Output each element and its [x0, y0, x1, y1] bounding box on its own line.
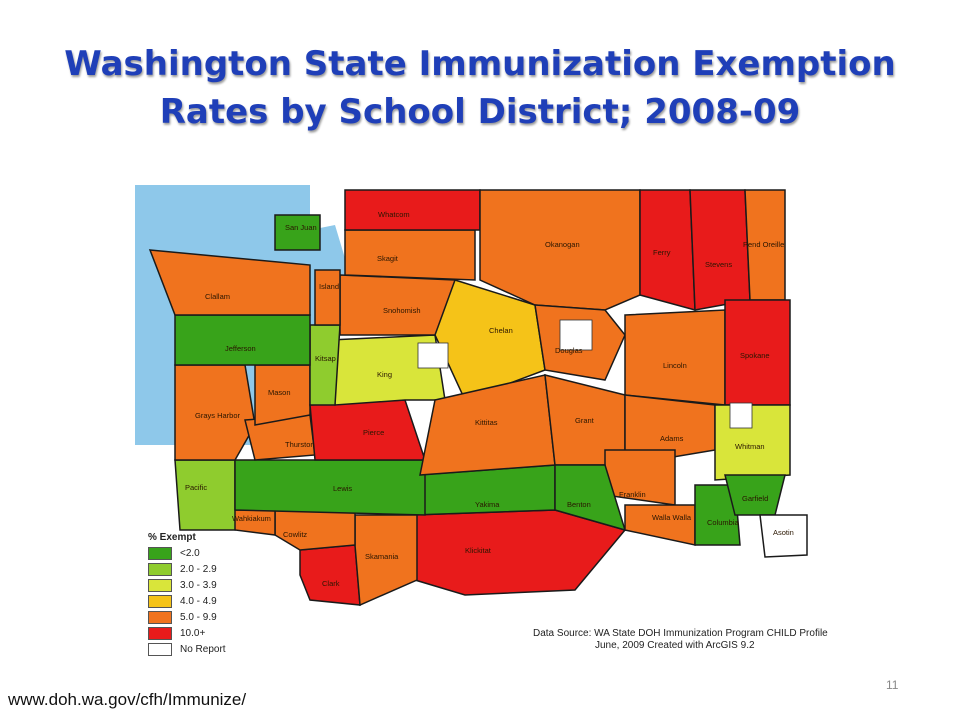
county-label: Pacific [185, 483, 207, 492]
washington-map: San Juan Whatcom Okanogan Ferry Stevens … [135, 185, 808, 607]
county-klickitat [412, 509, 627, 596]
county-whatcom [344, 189, 481, 231]
legend-item: 4.0 - 4.9 [148, 595, 268, 608]
no-report-district [729, 402, 753, 429]
map-legend: % Exempt <2.0 2.0 - 2.9 3.0 - 3.9 4.0 - … [148, 532, 268, 659]
county-label: San Juan [285, 223, 317, 232]
county-lincoln [624, 309, 726, 406]
county-label: Ferry [653, 248, 671, 257]
county-clark [299, 544, 361, 606]
county-label: Kitsap [315, 354, 336, 363]
legend-label: No Report [180, 644, 226, 655]
county-label: Whitman [735, 442, 765, 451]
county-label: Franklin [619, 490, 646, 499]
county-label: Kittitas [475, 418, 498, 427]
county-label: Spokane [740, 351, 770, 360]
legend-swatch [148, 611, 172, 624]
county-label: Cowlitz [283, 530, 307, 539]
county-kitsap [309, 324, 341, 406]
legend-title: % Exempt [148, 532, 196, 543]
county-label: Mason [268, 388, 291, 397]
legend-item: 5.0 - 9.9 [148, 611, 268, 624]
county-label: Lewis [333, 484, 352, 493]
legend-label: 4.0 - 4.9 [180, 596, 217, 607]
county-label: Okanogan [545, 240, 580, 249]
county-label: Lincoln [663, 361, 687, 370]
slide-title: Washington State Immunization Exemption … [20, 40, 940, 136]
county-label: Klickitat [465, 546, 492, 555]
source-line-1: Data Source: WA State DOH Immunization P… [533, 628, 828, 639]
county-label: Asotin [773, 528, 794, 537]
footer-url: www.doh.wa.gov/cfh/Immunize/ [8, 690, 247, 709]
legend-swatch [148, 547, 172, 560]
county-jefferson [174, 314, 311, 366]
title-line-1: Washington State Immunization Exemption [64, 44, 896, 84]
county-label: Whatcom [378, 210, 410, 219]
county-label: Adams [660, 434, 684, 443]
county-label: Clark [322, 579, 340, 588]
source-line-2: June, 2009 Created with ArcGIS 9.2 [595, 640, 755, 651]
county-label: Island [319, 282, 339, 291]
county-lewis [234, 459, 426, 516]
legend-label: <2.0 [180, 548, 200, 559]
county-label: Pend Oreille [743, 240, 784, 249]
county-clallam [148, 249, 311, 316]
legend-label: 10.0+ [180, 628, 206, 639]
legend-label: 5.0 - 9.9 [180, 612, 217, 623]
county-okanogan [479, 189, 641, 311]
county-walla-walla [624, 504, 696, 546]
county-label: Grant [575, 416, 595, 425]
legend-item: <2.0 [148, 547, 268, 560]
county-label: Yakima [475, 500, 500, 509]
data-source-note: Data Source: WA State DOH Immunization P… [533, 628, 828, 652]
legend-swatch [148, 563, 172, 576]
county-label: Benton [567, 500, 591, 509]
county-label: Pierce [363, 428, 384, 437]
legend-swatch [148, 627, 172, 640]
county-label: Grays Harbor [195, 411, 241, 420]
legend-item: No Report [148, 643, 268, 656]
county-label: Thurston [285, 440, 315, 449]
title-line-2: Rates by School District; 2008-09 [159, 92, 801, 132]
legend-swatch [148, 579, 172, 592]
county-label: Columbia [707, 518, 740, 527]
county-label: Wahkiakum [232, 514, 271, 523]
legend-item: 3.0 - 3.9 [148, 579, 268, 592]
county-label: Garfield [742, 494, 768, 503]
county-label: Skamania [365, 552, 399, 561]
county-island [314, 269, 341, 326]
legend-label: 2.0 - 2.9 [180, 564, 217, 575]
county-label: Jefferson [225, 344, 256, 353]
legend-item: 10.0+ [148, 627, 268, 640]
county-label: King [377, 370, 392, 379]
county-label: Douglas [555, 346, 583, 355]
legend-item: 2.0 - 2.9 [148, 563, 268, 576]
county-label: Skagit [377, 254, 399, 263]
legend-label: 3.0 - 3.9 [180, 580, 217, 591]
page-number: 11 [886, 678, 899, 692]
no-report-district [559, 319, 593, 351]
county-label: Clallam [205, 292, 230, 301]
legend-swatch [148, 595, 172, 608]
county-label: Stevens [705, 260, 732, 269]
county-stevens [689, 189, 751, 311]
water-shore [135, 445, 175, 605]
county-label: Snohomish [383, 306, 421, 315]
county-columbia [694, 484, 741, 546]
county-pacific [174, 459, 236, 531]
county-asotin [759, 514, 808, 558]
county-skagit [344, 229, 476, 281]
county-label: Walla Walla [652, 513, 692, 522]
county-san-juan [274, 214, 321, 251]
legend-swatch [148, 643, 172, 656]
county-label: Chelan [489, 326, 513, 335]
no-report-district [417, 342, 449, 369]
